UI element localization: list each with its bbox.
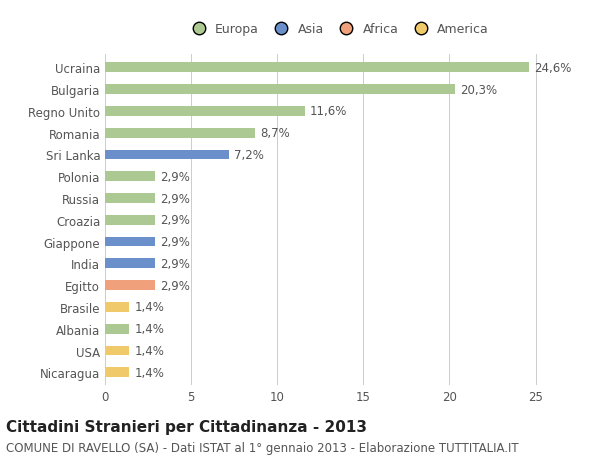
Bar xyxy=(105,172,155,182)
Bar xyxy=(105,324,129,334)
Bar xyxy=(105,150,229,160)
Text: 1,4%: 1,4% xyxy=(134,323,164,336)
Bar xyxy=(105,215,155,225)
Bar xyxy=(105,302,129,312)
Text: 24,6%: 24,6% xyxy=(534,62,571,75)
Text: 2,9%: 2,9% xyxy=(160,279,190,292)
Text: 8,7%: 8,7% xyxy=(260,127,290,140)
Text: 2,9%: 2,9% xyxy=(160,214,190,227)
Bar xyxy=(105,194,155,203)
Text: 1,4%: 1,4% xyxy=(134,301,164,314)
Text: Cittadini Stranieri per Cittadinanza - 2013: Cittadini Stranieri per Cittadinanza - 2… xyxy=(6,419,367,434)
Bar xyxy=(105,259,155,269)
Bar xyxy=(105,63,529,73)
Bar xyxy=(105,106,305,117)
Text: 20,3%: 20,3% xyxy=(460,84,497,96)
Text: 2,9%: 2,9% xyxy=(160,170,190,183)
Text: 11,6%: 11,6% xyxy=(310,105,347,118)
Bar xyxy=(105,346,129,356)
Text: 1,4%: 1,4% xyxy=(134,366,164,379)
Bar xyxy=(105,237,155,247)
Text: 2,9%: 2,9% xyxy=(160,235,190,248)
Bar xyxy=(105,368,129,377)
Bar xyxy=(105,280,155,291)
Text: 7,2%: 7,2% xyxy=(234,149,264,162)
Text: 2,9%: 2,9% xyxy=(160,192,190,205)
Text: 1,4%: 1,4% xyxy=(134,344,164,357)
Text: COMUNE DI RAVELLO (SA) - Dati ISTAT al 1° gennaio 2013 - Elaborazione TUTTITALIA: COMUNE DI RAVELLO (SA) - Dati ISTAT al 1… xyxy=(6,442,518,454)
Text: 2,9%: 2,9% xyxy=(160,257,190,270)
Legend: Europa, Asia, Africa, America: Europa, Asia, Africa, America xyxy=(181,18,494,41)
Bar xyxy=(105,129,255,138)
Bar xyxy=(105,85,455,95)
